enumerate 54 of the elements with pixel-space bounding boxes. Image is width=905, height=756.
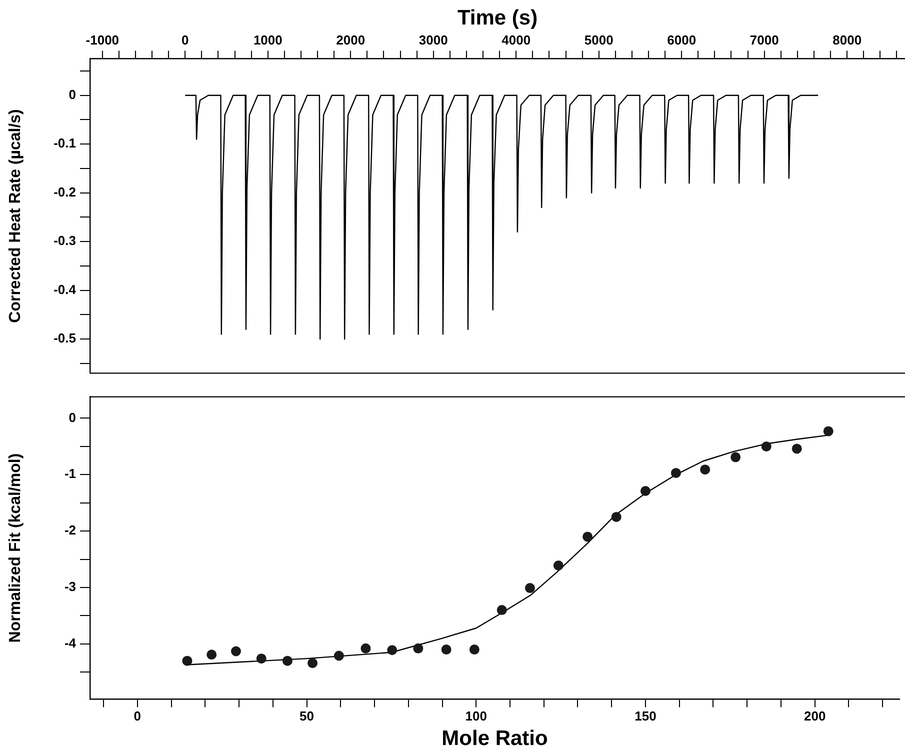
point (441, 644, 452, 655)
point (611, 512, 622, 522)
y-tick-label: -1 (64, 466, 76, 482)
point (308, 658, 318, 668)
y-axis-title: Normalized Fit (kcal/mol) (7, 453, 24, 643)
point (761, 441, 772, 452)
y-tick-label: -3 (64, 579, 76, 594)
x-tick-label: 200 (804, 708, 826, 724)
x-tick-label: 0 (134, 708, 142, 724)
point (553, 560, 564, 570)
x-tick-label: 100 (465, 708, 487, 724)
x-tick-label: 2000 (336, 32, 366, 48)
y-tick-label: -0.1 (54, 136, 76, 151)
y-tick-label: -0.2 (54, 184, 76, 200)
point (206, 650, 217, 660)
point (334, 650, 344, 661)
point (582, 532, 593, 542)
x-tick-label: 8000 (832, 32, 862, 48)
x-axis-title: Mole Ratio (442, 727, 548, 750)
point (256, 654, 266, 664)
point (387, 645, 398, 656)
y-tick-label: -4 (64, 635, 77, 650)
point (524, 583, 535, 594)
y-tick-label: 0 (68, 86, 76, 102)
x-tick-label: 4000 (502, 32, 531, 48)
point (469, 644, 480, 655)
x-tick-label: 5000 (584, 32, 614, 48)
point (413, 643, 424, 654)
x-axis-title: Time (s) (457, 6, 538, 30)
y-tick-label: -0.3 (54, 233, 76, 248)
x-tick-label: 150 (634, 708, 656, 724)
point (730, 452, 741, 462)
point (360, 643, 371, 654)
x-tick-label: 1000 (253, 32, 282, 48)
x-tick-label: 7000 (750, 32, 779, 48)
y-tick-label: -0.5 (54, 330, 76, 346)
point (282, 656, 292, 666)
point (182, 656, 192, 666)
point (792, 444, 802, 454)
y-tick-label: 0 (68, 410, 76, 425)
y-tick-label: -0.4 (54, 282, 77, 297)
point (640, 486, 650, 496)
y-tick-label: -2 (64, 522, 76, 538)
point (496, 605, 507, 616)
x-tick-label: 3000 (418, 32, 448, 48)
x-tick-label: 6000 (667, 32, 696, 48)
point (700, 464, 710, 475)
y-axis-title: Corrected Heat Rate (µcal/s) (7, 109, 24, 323)
point (670, 468, 681, 478)
point (823, 426, 834, 436)
x-tick-label: 50 (300, 708, 314, 724)
x-tick-label: 0 (182, 32, 189, 48)
point (230, 646, 241, 656)
x-tick-label: -1000 (86, 32, 120, 48)
